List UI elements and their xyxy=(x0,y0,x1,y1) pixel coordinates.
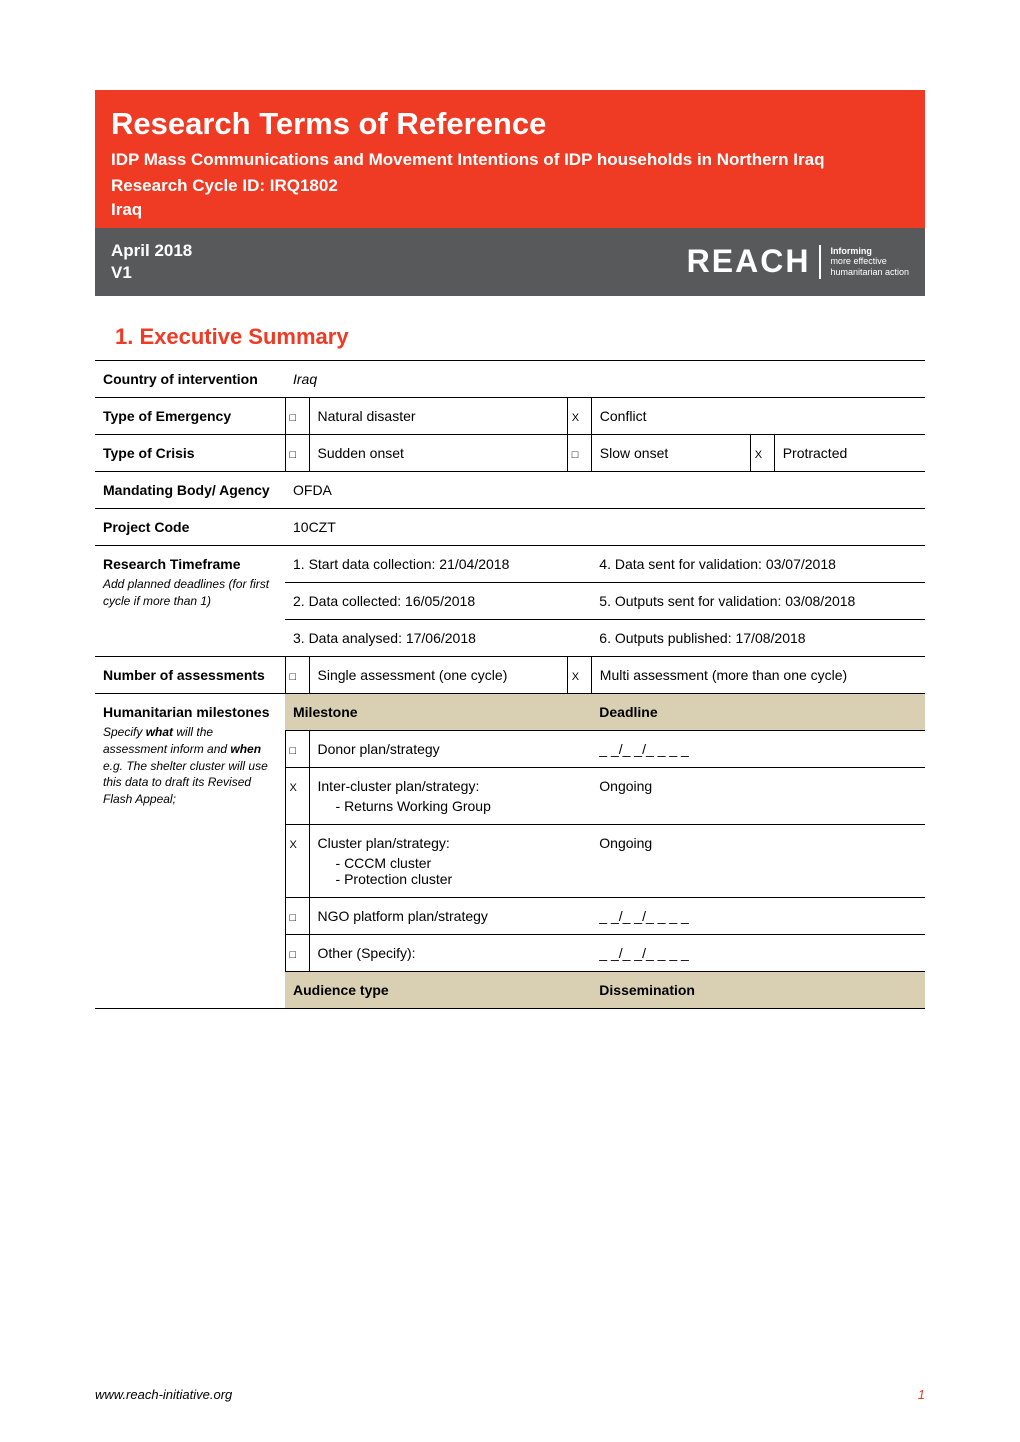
ms3-cell: Cluster plan/strategy: CCCM cluster Prot… xyxy=(309,824,591,897)
table-row: Type of Emergency □ Natural disaster X C… xyxy=(95,397,925,434)
header-red-block: Research Terms of Reference IDP Mass Com… xyxy=(95,90,925,228)
crisis-opt1: Sudden onset xyxy=(309,434,567,471)
checkbox: X xyxy=(750,434,774,471)
logo-tag-line1: Informing xyxy=(830,246,909,257)
tf-cell: 2. Data collected: 16/05/2018 xyxy=(285,582,591,619)
tf-cell: 3. Data analysed: 17/06/2018 xyxy=(285,619,591,656)
ms3-text: Cluster plan/strategy: xyxy=(318,835,450,851)
header-date: April 2018 xyxy=(111,240,192,262)
logo-text: REACH xyxy=(687,243,811,280)
checkbox: □ xyxy=(285,656,309,693)
ms4-deadline: _ _/_ _/_ _ _ _ xyxy=(591,897,925,934)
milestone-header: Milestone xyxy=(285,693,591,730)
audience-header: Audience type xyxy=(285,971,591,1008)
ms2-text: Inter-cluster plan/strategy: xyxy=(318,778,480,794)
header-country: Iraq xyxy=(111,200,909,220)
doc-title: Research Terms of Reference xyxy=(111,106,909,142)
project-value: 10CZT xyxy=(285,508,925,545)
country-label: Country of intervention xyxy=(95,360,285,397)
ms2-list: Returns Working Group xyxy=(336,798,584,814)
table-row: Project Code 10CZT xyxy=(95,508,925,545)
tf-cell: 1. Start data collection: 21/04/2018 xyxy=(285,545,591,582)
milestones-label-cell: Humanitarian milestones Specify what wil… xyxy=(95,693,285,1008)
tf-cell: 4. Data sent for validation: 03/07/2018 xyxy=(591,545,925,582)
checkbox: □ xyxy=(567,434,591,471)
footer-url: www.reach-initiative.org xyxy=(95,1387,232,1402)
mandating-label: Mandating Body/ Agency xyxy=(95,471,285,508)
emergency-label: Type of Emergency xyxy=(95,397,285,434)
ms2-cell: Inter-cluster plan/strategy: Returns Wor… xyxy=(309,767,591,824)
milestones-note: Specify what will the assessment inform … xyxy=(103,724,277,808)
ms2-bullet: Returns Working Group xyxy=(336,798,584,814)
executive-summary-table: Country of intervention Iraq Type of Eme… xyxy=(95,360,925,1009)
crisis-label: Type of Crisis xyxy=(95,434,285,471)
section-1-heading: 1. Executive Summary xyxy=(115,324,925,350)
doc-subtitle: IDP Mass Communications and Movement Int… xyxy=(111,148,909,172)
ms1-text: Donor plan/strategy xyxy=(309,730,591,767)
checkbox: □ xyxy=(285,730,309,767)
page-number: 1 xyxy=(918,1387,925,1402)
research-cycle-id: Research Cycle ID: IRQ1802 xyxy=(111,176,909,196)
table-row: Type of Crisis □ Sudden onset □ Slow ons… xyxy=(95,434,925,471)
page-footer: www.reach-initiative.org 1 xyxy=(95,1387,925,1402)
deadline-header: Deadline xyxy=(591,693,925,730)
dissemination-header: Dissemination xyxy=(591,971,925,1008)
assess-opt1: Single assessment (one cycle) xyxy=(309,656,567,693)
emergency-opt2: Conflict xyxy=(591,397,925,434)
checkbox: X xyxy=(567,397,591,434)
checkbox: □ xyxy=(285,434,309,471)
table-row: Mandating Body/ Agency OFDA xyxy=(95,471,925,508)
reach-logo: REACH Informing more effective humanitar… xyxy=(687,243,909,280)
mandating-value: OFDA xyxy=(285,471,925,508)
checkbox: □ xyxy=(285,397,309,434)
logo-divider-icon xyxy=(818,245,822,279)
timeframe-note: Add planned deadlines (for first cycle i… xyxy=(103,576,277,610)
assessments-label: Number of assessments xyxy=(95,656,285,693)
ms4-text: NGO platform plan/strategy xyxy=(309,897,591,934)
assess-opt2: Multi assessment (more than one cycle) xyxy=(591,656,925,693)
milestones-label: Humanitarian milestones xyxy=(103,704,270,720)
ms5-deadline: _ _/_ _/_ _ _ _ xyxy=(591,934,925,971)
table-row: Country of intervention Iraq xyxy=(95,360,925,397)
checkbox: X xyxy=(285,824,309,897)
table-row: Research Timeframe Add planned deadlines… xyxy=(95,545,925,582)
checkbox: X xyxy=(567,656,591,693)
checkbox: □ xyxy=(285,897,309,934)
logo-tag-line2: more effective xyxy=(830,256,909,267)
page-container: Research Terms of Reference IDP Mass Com… xyxy=(0,0,1020,1442)
ms3-bullet1: CCCM cluster xyxy=(336,855,584,871)
crisis-opt3: Protracted xyxy=(774,434,925,471)
tf-cell: 6. Outputs published: 17/08/2018 xyxy=(591,619,925,656)
project-label: Project Code xyxy=(95,508,285,545)
header-dark-block: April 2018 V1 REACH Informing more effec… xyxy=(95,228,925,296)
logo-tagline: Informing more effective humanitarian ac… xyxy=(830,246,909,278)
ms3-list: CCCM cluster Protection cluster xyxy=(336,855,584,887)
ms5-text: Other (Specify): xyxy=(309,934,591,971)
ms1-deadline: _ _/_ _/_ _ _ _ xyxy=(591,730,925,767)
ms3-deadline: Ongoing xyxy=(591,824,925,897)
ms2-deadline: Ongoing xyxy=(591,767,925,824)
checkbox: □ xyxy=(285,934,309,971)
header-version: V1 xyxy=(111,262,192,284)
tf-cell: 5. Outputs sent for validation: 03/08/20… xyxy=(591,582,925,619)
timeframe-label: Research Timeframe xyxy=(103,556,240,572)
date-version: April 2018 V1 xyxy=(111,240,192,284)
country-value: Iraq xyxy=(285,360,925,397)
checkbox: X xyxy=(285,767,309,824)
emergency-opt1: Natural disaster xyxy=(309,397,567,434)
timeframe-label-cell: Research Timeframe Add planned deadlines… xyxy=(95,545,285,656)
ms3-bullet2: Protection cluster xyxy=(336,871,584,887)
crisis-opt2: Slow onset xyxy=(591,434,750,471)
table-row: Number of assessments □ Single assessmen… xyxy=(95,656,925,693)
logo-tag-line3: humanitarian action xyxy=(830,267,909,278)
milestone-header-row: Humanitarian milestones Specify what wil… xyxy=(95,693,925,730)
